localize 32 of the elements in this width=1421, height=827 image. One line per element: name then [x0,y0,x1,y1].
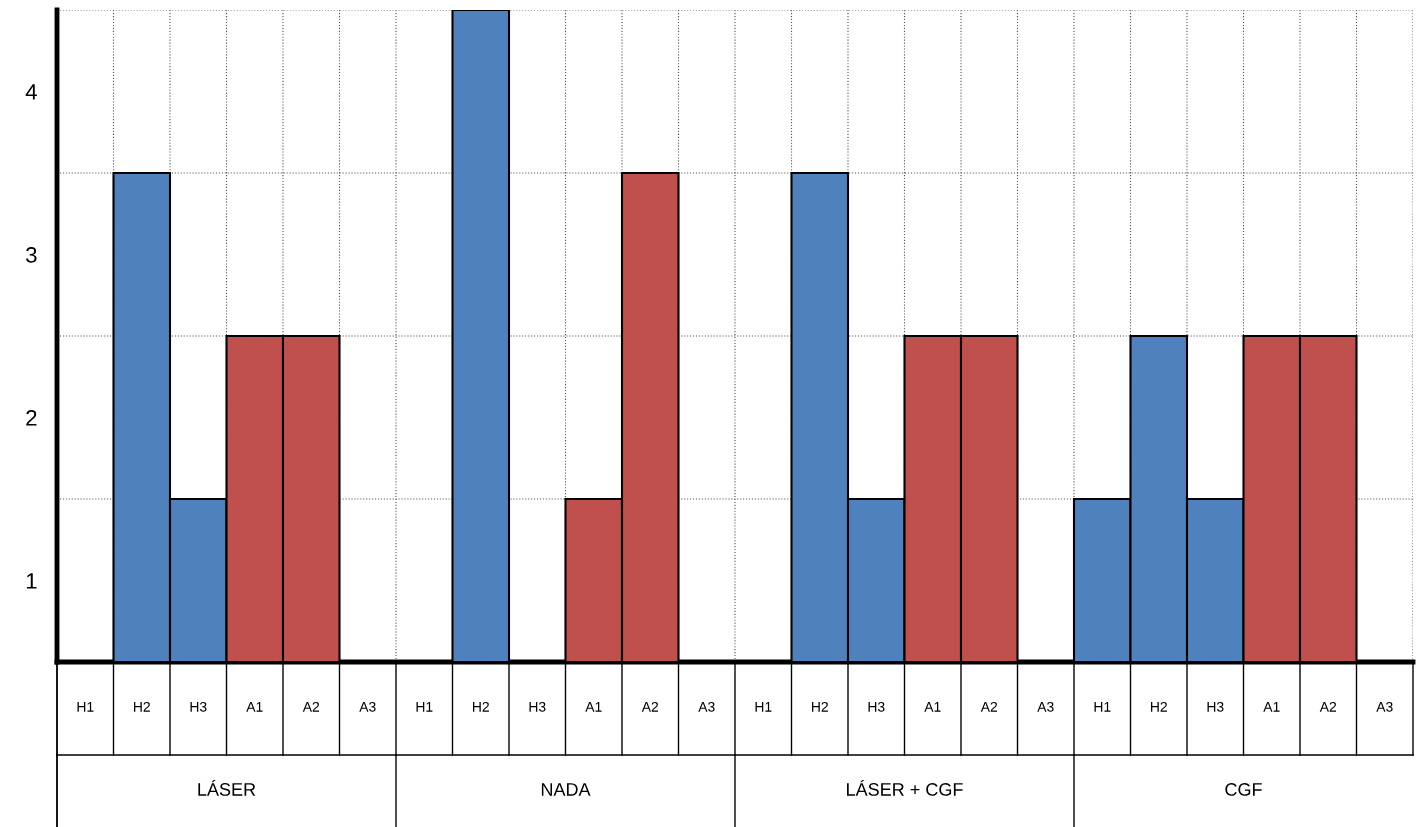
x-tick-label: A2 [980,701,998,712]
x-tick-label: A1 [924,702,941,712]
x-tick-label: A2 [302,701,320,712]
y-tick-label: 4 [25,84,37,100]
x-tick-label: H1 [755,702,772,712]
x-tick-label: H1 [416,702,433,712]
x-tick-label: H2 [1151,701,1167,712]
x-tick-label: A1 [246,702,263,712]
x-tick-label: A3 [698,701,715,712]
x-tick-label: H2 [812,701,828,712]
y-tick-label: 1 [26,573,37,589]
y-tick-label: 3 [26,247,37,263]
x-tick-label: H3 [1207,701,1224,712]
x-tick-label: H1 [77,702,94,712]
x-tick-label: A3 [1037,701,1054,712]
x-tick-label: H3 [868,701,885,712]
text: LÁSER [198,780,256,796]
x-tick-label: H3 [190,701,207,712]
x-tick-label: A3 [359,701,376,712]
x-tick-label: H3 [529,701,546,712]
x-tick-label: A2 [1319,701,1337,712]
text: CGF [1225,783,1262,796]
text: NADA [541,783,591,796]
x-tick-label: H1 [1094,702,1111,712]
x-tick-label: H2 [134,701,150,712]
y-tick-label: 2 [26,410,37,426]
x-tick-label: A2 [641,701,659,712]
x-tick-label: H2 [473,701,489,712]
x-tick-label: A1 [585,702,602,712]
x-tick-label: A1 [1263,702,1280,712]
x-tick-label: A3 [1376,701,1393,712]
text: LÁSER + CGF [847,780,963,796]
